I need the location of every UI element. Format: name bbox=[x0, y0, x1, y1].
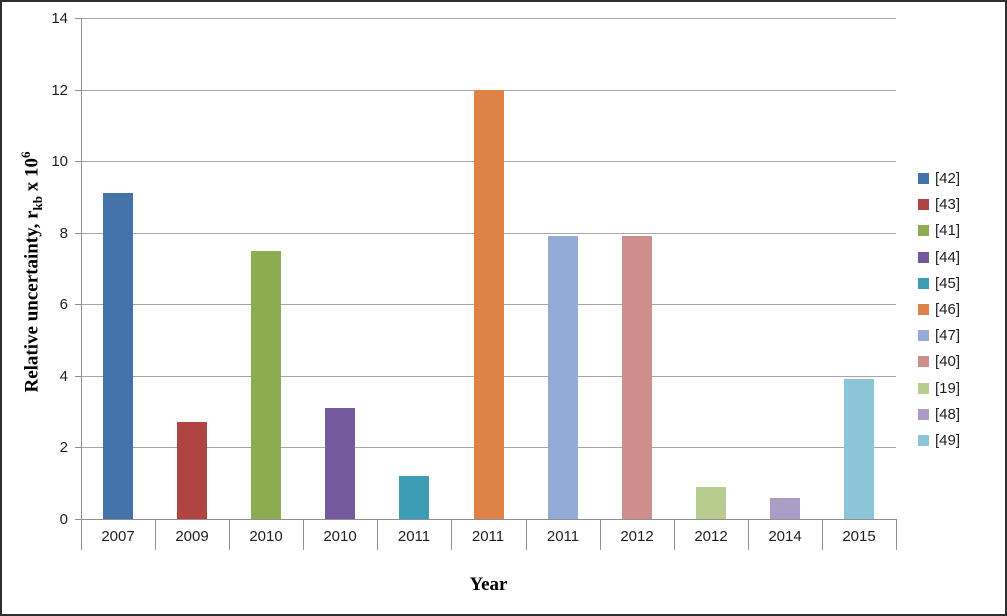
x-category-label: 2012 bbox=[694, 528, 728, 545]
legend-item-43: [43] bbox=[918, 197, 960, 212]
legend-item-46: [46] bbox=[918, 302, 960, 317]
x-category-label: 2007 bbox=[101, 528, 135, 545]
legend-item-47: [47] bbox=[918, 328, 960, 343]
x-category-label: 2009 bbox=[175, 528, 209, 545]
y-axis-title-subscript: kb bbox=[30, 196, 46, 211]
x-category-separator bbox=[303, 519, 304, 550]
y-axis-tick bbox=[75, 447, 81, 448]
x-category-label: 2012 bbox=[620, 528, 654, 545]
legend-label: [44] bbox=[935, 249, 961, 266]
y-axis-tick bbox=[75, 376, 81, 377]
legend-label: [41] bbox=[935, 222, 961, 239]
x-category-separator bbox=[896, 519, 897, 550]
bar-42 bbox=[103, 193, 133, 519]
y-tick-label: 6 bbox=[59, 296, 68, 313]
x-category-separator bbox=[674, 519, 675, 550]
bar-48 bbox=[770, 498, 800, 519]
y-tick-label: 2 bbox=[59, 439, 68, 456]
legend-label: [40] bbox=[935, 353, 961, 370]
legend-item-48: [48] bbox=[918, 407, 960, 422]
legend-label: [42] bbox=[935, 170, 961, 187]
x-axis-title: Year bbox=[469, 574, 508, 595]
x-category-label: 2010 bbox=[323, 528, 357, 545]
legend-item-41: [41] bbox=[918, 223, 960, 238]
x-category-label: 2011 bbox=[546, 528, 580, 545]
legend-swatch bbox=[918, 225, 929, 236]
bar-43 bbox=[177, 422, 207, 519]
y-axis-tick bbox=[75, 161, 81, 162]
y-gridline bbox=[81, 18, 896, 19]
bar-45 bbox=[399, 476, 429, 519]
y-axis-tick bbox=[75, 233, 81, 234]
legend-swatch bbox=[918, 199, 929, 210]
y-tick-label: 0 bbox=[59, 511, 68, 528]
y-tick-label: 10 bbox=[51, 153, 68, 170]
legend-label: [43] bbox=[935, 196, 961, 213]
x-category-label: 2015 bbox=[842, 528, 876, 545]
y-tick-label: 8 bbox=[59, 225, 68, 242]
legend-label: [47] bbox=[935, 327, 961, 344]
bar-41 bbox=[251, 251, 281, 519]
legend-swatch bbox=[918, 356, 929, 367]
y-tick-label: 4 bbox=[59, 368, 68, 385]
y-axis-tick bbox=[75, 90, 81, 91]
legend-swatch bbox=[918, 330, 929, 341]
legend-label: [49] bbox=[935, 432, 961, 449]
x-category-separator bbox=[600, 519, 601, 550]
bar-44 bbox=[325, 408, 355, 519]
x-category-label: 2014 bbox=[768, 528, 802, 545]
x-category-label: 2010 bbox=[249, 528, 283, 545]
bar-19 bbox=[696, 487, 726, 519]
legend-label: [45] bbox=[935, 275, 961, 292]
y-axis-tick bbox=[75, 304, 81, 305]
bar-46 bbox=[474, 90, 504, 519]
legend-label: [46] bbox=[935, 301, 961, 318]
legend-item-19: [19] bbox=[918, 381, 960, 396]
legend-item-49: [49] bbox=[918, 433, 960, 448]
legend-swatch bbox=[918, 409, 929, 420]
x-category-label: 2011 bbox=[397, 528, 431, 545]
y-axis-line bbox=[81, 18, 82, 550]
y-axis-tick bbox=[75, 18, 81, 19]
legend-item-45: [45] bbox=[918, 276, 960, 291]
legend-swatch bbox=[918, 173, 929, 184]
y-tick-label: 14 bbox=[51, 10, 68, 27]
x-category-label: 2011 bbox=[471, 528, 505, 545]
x-category-separator bbox=[822, 519, 823, 550]
x-category-separator bbox=[526, 519, 527, 550]
x-category-separator bbox=[451, 519, 452, 550]
legend-label: [19] bbox=[935, 380, 961, 397]
x-category-separator bbox=[377, 519, 378, 550]
legend-swatch bbox=[918, 435, 929, 446]
legend-label: [48] bbox=[935, 406, 961, 423]
x-axis-line bbox=[75, 519, 896, 520]
legend-item-40: [40] bbox=[918, 354, 960, 369]
y-tick-label: 12 bbox=[51, 82, 68, 99]
legend-swatch bbox=[918, 252, 929, 263]
legend-swatch bbox=[918, 304, 929, 315]
legend-item-42: [42] bbox=[918, 171, 960, 186]
x-category-separator bbox=[229, 519, 230, 550]
x-category-separator bbox=[155, 519, 156, 550]
legend-swatch bbox=[918, 278, 929, 289]
bar-49 bbox=[844, 379, 874, 519]
legend-item-44: [44] bbox=[918, 250, 960, 265]
bar-40 bbox=[622, 236, 652, 519]
legend-swatch bbox=[918, 383, 929, 394]
x-category-separator bbox=[748, 519, 749, 550]
bar-47 bbox=[548, 236, 578, 519]
